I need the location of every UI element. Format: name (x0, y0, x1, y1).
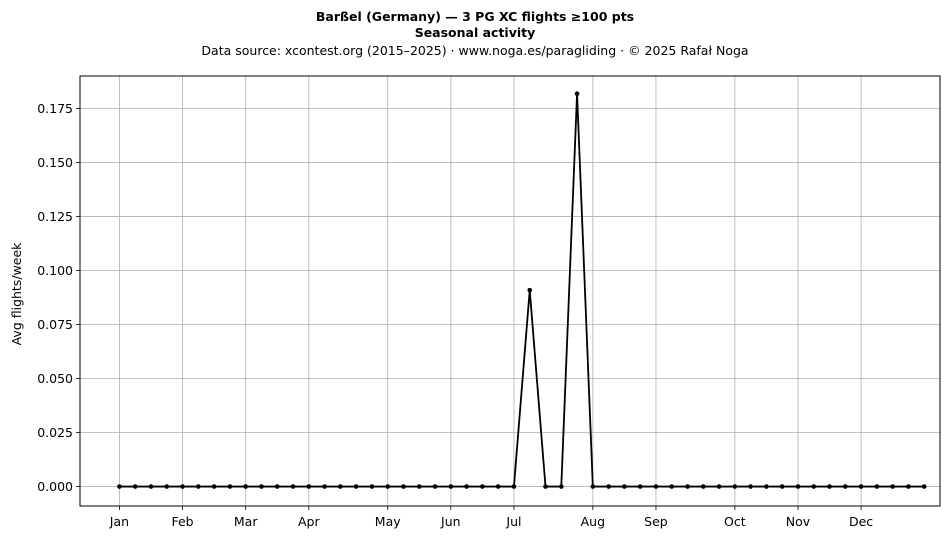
y-tick-label: 0.075 (37, 317, 73, 332)
x-tick-label: Feb (171, 514, 193, 529)
data-point (117, 484, 122, 489)
data-point (338, 484, 343, 489)
data-point (353, 484, 359, 489)
data-point (148, 484, 154, 489)
data-point (211, 484, 217, 489)
x-tick-label: Jan (109, 514, 129, 529)
data-point (385, 484, 391, 489)
data-point (464, 484, 469, 489)
data-point (448, 484, 454, 489)
data-point (622, 484, 627, 489)
data-point (322, 484, 327, 489)
chart-source-line: Data source: xcontest.org (2015–2025) · … (201, 43, 748, 58)
data-point (227, 484, 233, 489)
grid-lines (80, 76, 940, 506)
series-line (119, 92, 925, 488)
x-tick-label: Jul (505, 514, 521, 529)
data-point (306, 484, 312, 489)
x-tick-label: Jun (440, 514, 461, 529)
data-point (921, 484, 927, 489)
data-point (590, 484, 596, 489)
data-point (274, 484, 280, 489)
y-tick-label: 0.025 (37, 425, 73, 440)
data-point (416, 484, 422, 489)
data-point (637, 484, 643, 489)
data-point (874, 484, 880, 489)
data-point (164, 484, 170, 489)
data-point (827, 484, 832, 489)
x-tick-label: May (375, 514, 401, 529)
data-point (432, 484, 438, 489)
data-point (811, 484, 817, 489)
data-point (511, 484, 517, 489)
x-tick-label: Nov (786, 514, 811, 529)
data-point (180, 484, 185, 489)
data-point (196, 484, 201, 489)
y-tick-label: 0.000 (37, 479, 73, 494)
data-point (574, 91, 580, 97)
x-tick-label: Apr (298, 514, 320, 529)
y-tick-label: 0.100 (37, 263, 73, 278)
data-point (401, 484, 406, 489)
y-axis: 0.000 0.025 0.050 0.075 0.100 0.125 0.150 0.175 (37, 101, 80, 494)
x-tick-label: Sep (644, 514, 668, 529)
chart-subtitle: Seasonal activity (415, 25, 536, 40)
data-point (764, 484, 769, 489)
x-axis: Jan Feb Mar Apr May Jun Jul Aug Sep Oct Nov Dec (109, 506, 873, 529)
data-point (732, 484, 738, 489)
data-point (701, 484, 706, 489)
series-layer (117, 91, 927, 489)
data-point (132, 484, 138, 489)
data-point (906, 484, 911, 489)
y-tick-label: 0.150 (37, 155, 73, 170)
data-point (558, 484, 564, 489)
chart-title: Barßel (Germany) — 3 PG XC flights ≥100 … (316, 9, 634, 24)
x-tick-label: Oct (724, 514, 746, 529)
data-point (653, 484, 659, 489)
data-point (259, 484, 264, 489)
data-point (843, 484, 848, 489)
x-tick-label: Aug (581, 514, 605, 529)
data-point (480, 484, 485, 489)
data-point (543, 484, 548, 489)
y-tick-label: 0.125 (37, 209, 73, 224)
data-point (606, 484, 611, 489)
data-point (290, 484, 296, 489)
x-tick-label: Dec (849, 514, 873, 529)
data-point (779, 484, 785, 489)
data-point (748, 484, 753, 489)
data-point (795, 484, 801, 489)
data-point (369, 484, 375, 489)
data-point (890, 484, 895, 489)
data-point (495, 484, 501, 489)
data-point (243, 484, 248, 489)
y-tick-label: 0.175 (37, 101, 73, 116)
data-point (858, 484, 864, 489)
plot-frame (79, 75, 941, 507)
data-point (669, 484, 675, 489)
data-point (527, 287, 533, 293)
y-tick-label: 0.050 (37, 371, 73, 386)
y-axis-label: Avg flights/week (9, 242, 24, 346)
x-tick-label: Mar (234, 514, 258, 529)
data-point (716, 484, 722, 489)
data-point (685, 484, 690, 489)
